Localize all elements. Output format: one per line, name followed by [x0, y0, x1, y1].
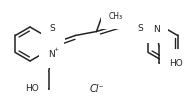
- Text: HO: HO: [25, 84, 39, 93]
- Text: N: N: [48, 50, 55, 59]
- Text: N: N: [153, 25, 159, 34]
- Text: HO: HO: [169, 58, 183, 67]
- Text: S: S: [50, 24, 56, 33]
- Text: +: +: [54, 47, 59, 52]
- Text: CH₃: CH₃: [108, 12, 123, 21]
- Text: Cl⁻: Cl⁻: [89, 84, 104, 94]
- Text: S: S: [137, 24, 143, 33]
